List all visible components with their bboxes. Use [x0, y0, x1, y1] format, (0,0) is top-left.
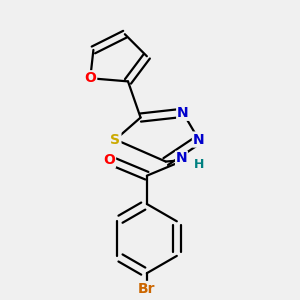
Text: Br: Br: [138, 282, 156, 296]
Text: N: N: [193, 133, 205, 147]
Text: N: N: [176, 152, 187, 165]
Text: H: H: [194, 158, 204, 171]
Text: O: O: [103, 153, 115, 167]
Text: S: S: [110, 133, 120, 147]
Text: O: O: [84, 71, 96, 85]
Text: N: N: [177, 106, 189, 120]
